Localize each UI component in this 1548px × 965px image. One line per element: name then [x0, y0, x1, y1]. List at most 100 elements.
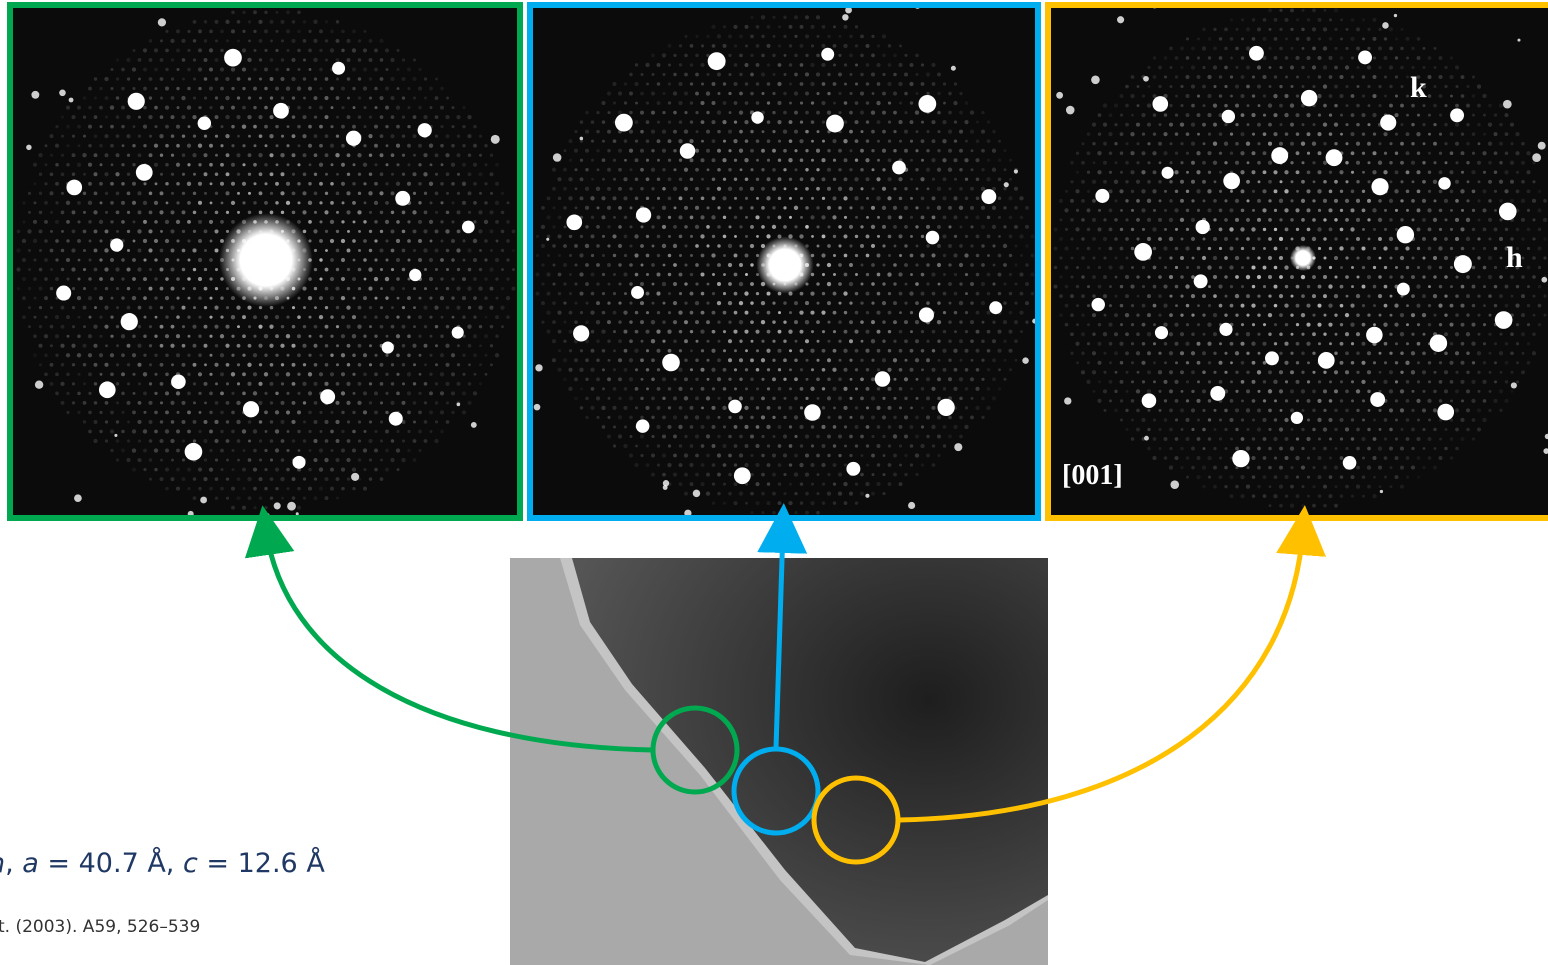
diffraction-spot [160, 191, 164, 195]
diffraction-spot [259, 78, 262, 81]
diffraction-spot [264, 411, 268, 415]
diffraction-spot [369, 97, 372, 100]
diffraction-spot [728, 92, 731, 95]
diffraction-spot [1108, 323, 1112, 327]
diffraction-spot [657, 139, 661, 143]
diffraction-spot [931, 387, 935, 391]
diffraction-spot [330, 144, 334, 148]
diffraction-spot [1014, 169, 1018, 173]
diffraction-spot [536, 292, 540, 296]
diffraction-spot [1202, 85, 1206, 89]
diffraction-spot [926, 72, 930, 76]
diffraction-spot [45, 144, 48, 147]
diffraction-spot [794, 149, 797, 152]
diffraction-spot [706, 206, 709, 209]
diffraction-spot [116, 458, 119, 461]
diffraction-spot [607, 377, 611, 381]
diffraction-spot [1240, 94, 1244, 98]
diffraction-spot [652, 244, 655, 247]
diffraction-spot [1235, 84, 1239, 88]
diffraction-spot [297, 506, 301, 510]
diffraction-spot [981, 359, 984, 362]
diffraction-spot [882, 263, 885, 266]
diffraction-spot [154, 201, 158, 205]
diffraction-spot [937, 263, 941, 267]
diffraction-spot [110, 277, 114, 281]
diffraction-spot [618, 320, 621, 323]
diffraction-spot [607, 130, 611, 134]
diffraction-spot [861, 130, 864, 133]
diffraction-spot [1268, 218, 1272, 222]
diffraction-spot [904, 359, 907, 362]
diffraction-spot [149, 77, 153, 81]
diffraction-spot [429, 277, 433, 281]
diffraction-spot [816, 54, 820, 58]
diffraction-spot [668, 120, 671, 123]
diffraction-spot [596, 320, 600, 324]
diffraction-spot [888, 406, 892, 410]
diffraction-spot [467, 115, 471, 119]
diffraction-spot [640, 92, 644, 96]
diffraction-spot [308, 49, 312, 53]
diffraction-spot [1279, 313, 1283, 317]
diffraction-spot [242, 182, 246, 186]
diffraction-spot [916, 187, 919, 190]
diffraction-spot [959, 92, 962, 95]
diffraction-spot [860, 435, 864, 439]
diffraction-spot [187, 49, 190, 52]
diffraction-spot [541, 206, 545, 210]
diffraction-spot [563, 340, 566, 343]
diffraction-spot [838, 491, 842, 495]
diffraction-spot [1285, 323, 1288, 326]
diffraction-spot [981, 187, 985, 191]
diffraction-spot [1416, 399, 1420, 403]
diffraction-spot [418, 392, 421, 395]
diffraction-spot [893, 130, 896, 133]
diffraction-spot [1202, 256, 1206, 260]
diffraction-spot [49, 134, 53, 138]
diffraction-spot [1147, 237, 1151, 241]
diffraction-spot [855, 139, 859, 143]
diffraction-spot [1141, 189, 1145, 193]
diffraction-spot [209, 335, 212, 338]
diffraction-spot [248, 96, 251, 99]
diffraction-spot [297, 86, 301, 90]
diffraction-spot [893, 473, 897, 477]
diffraction-spot [1219, 152, 1222, 155]
diffraction-spot [865, 349, 869, 353]
diffraction-spot [473, 353, 477, 357]
diffraction-spot [363, 391, 367, 395]
diffraction-spot [607, 340, 610, 343]
diffraction-spot [910, 235, 913, 238]
diffraction-spot [105, 439, 108, 442]
diffraction-spot [673, 54, 676, 57]
diffraction-spot [860, 473, 864, 477]
diffraction-spot [668, 349, 672, 353]
diffraction-spot [937, 187, 941, 191]
diffraction-spot [899, 44, 902, 47]
diffraction-spot [1263, 399, 1266, 402]
diffraction-spot [297, 220, 301, 224]
diffraction-spot [1180, 313, 1183, 316]
diffraction-spot [303, 496, 306, 499]
diffraction-spot [651, 339, 655, 343]
diffraction-spot [1004, 168, 1007, 171]
diffraction-spot [860, 492, 864, 496]
diffraction-spot [844, 463, 847, 466]
diffraction-spot [1087, 361, 1090, 364]
diffraction-spot [998, 235, 1001, 238]
diffraction-spot [838, 54, 841, 57]
diffraction-spot [882, 168, 885, 171]
diffraction-spot [254, 49, 257, 52]
diffraction-spot [127, 344, 131, 348]
diffraction-spot [341, 220, 344, 223]
diffraction-spot [1093, 390, 1096, 393]
diffraction-spot [138, 439, 141, 442]
diffraction-spot [462, 221, 475, 234]
diffraction-spot [949, 302, 952, 305]
diffraction-spot [1191, 275, 1195, 279]
diffraction-spot [380, 211, 383, 214]
diffraction-spot [981, 111, 984, 114]
diffraction-spot [407, 430, 410, 433]
diffraction-spot [739, 282, 743, 286]
